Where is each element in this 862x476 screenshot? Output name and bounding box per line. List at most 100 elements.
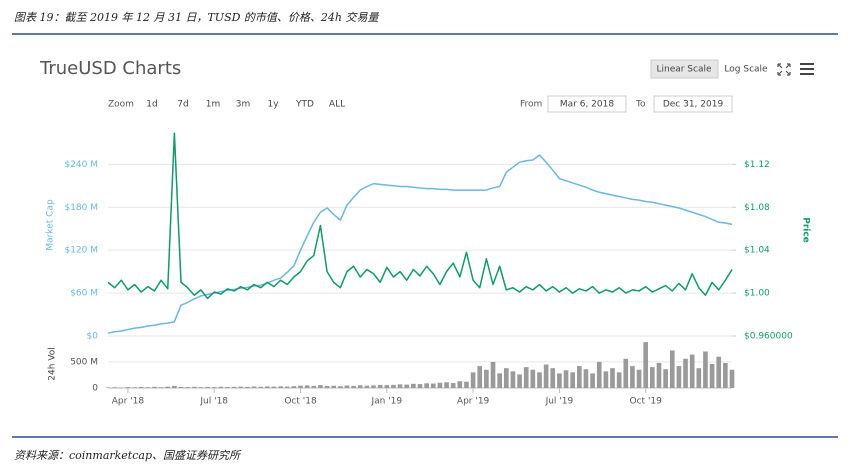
volume-bar	[218, 386, 224, 388]
scale-button-label[interactable]: Log Scale	[724, 65, 768, 75]
volume-bar	[397, 384, 403, 388]
figure-title: 图表 19：截至 2019 年 12 月 31 日，TUSD 的市值、价格、24…	[14, 11, 379, 24]
volume-bar	[271, 386, 277, 388]
zoom-button[interactable]: 3m	[236, 100, 251, 110]
volume-bar	[616, 372, 622, 388]
volume-bar	[351, 385, 356, 388]
volume-bar	[251, 386, 257, 388]
volume-bar	[338, 386, 343, 388]
volume-bar	[311, 385, 317, 388]
y2-tick-label: $1.08	[744, 203, 770, 213]
volume-bar	[417, 384, 423, 388]
y2-tick-label: $0.960000	[744, 332, 793, 342]
volume-bar	[430, 383, 436, 388]
volume-bar	[284, 386, 290, 388]
y3-tick-label: 500 M	[70, 357, 98, 367]
volume-bar	[709, 364, 715, 388]
volume-bar	[457, 381, 463, 388]
volume-bar	[696, 368, 702, 388]
scale-button-label[interactable]: Linear Scale	[656, 65, 712, 75]
fullscreen-icon[interactable]	[777, 63, 791, 76]
volume-bar	[477, 366, 483, 388]
to-value[interactable]: Dec 31, 2019	[663, 100, 724, 110]
volume-bar	[669, 350, 675, 388]
volume-bar	[683, 358, 688, 388]
volume-bar	[557, 373, 562, 388]
x-tick-label: Jan '19	[370, 397, 402, 407]
source-note: 资料来源：coinmarketcap、国盛证券研究所	[14, 449, 242, 462]
volume-bar	[636, 369, 642, 388]
zoom-button[interactable]: YTD	[295, 100, 314, 110]
y3-axis-title: 24h Vol	[48, 347, 58, 380]
y2-axis-title: Price	[801, 217, 811, 243]
y3-tick-label: 0	[92, 384, 98, 394]
volume-bar	[304, 385, 310, 388]
volume-bar	[543, 364, 549, 388]
y-tick-label: $120 M	[64, 246, 98, 256]
volume-bar	[723, 362, 728, 388]
menu-icon[interactable]	[800, 63, 814, 75]
zoom-button[interactable]: ALL	[329, 100, 345, 110]
volume-bar	[118, 387, 124, 388]
y-tick-label: $180 M	[64, 203, 98, 213]
volume-bar	[318, 385, 323, 388]
volume-bar	[517, 374, 522, 388]
chart-title: TrueUSD Charts	[39, 58, 181, 79]
volume-bar	[503, 368, 509, 388]
volume-bar	[191, 386, 197, 388]
volume-bar	[643, 342, 649, 388]
volume-bar	[623, 358, 629, 388]
series-line	[107, 154, 733, 334]
volume-bar	[291, 386, 297, 388]
volume-bar	[523, 367, 529, 388]
volume-bar	[676, 366, 682, 388]
volume-bar	[424, 383, 429, 388]
series-line	[107, 132, 733, 300]
volume-bar	[510, 371, 516, 388]
volume-bar	[663, 369, 668, 388]
volume-bar	[650, 367, 655, 388]
zoom-button[interactable]: 1y	[267, 100, 279, 110]
to-label: To	[635, 100, 646, 110]
x-tick-label: Oct '19	[630, 397, 663, 407]
volume-bar	[138, 386, 144, 388]
volume-bar	[603, 371, 609, 388]
from-label: From	[520, 100, 542, 110]
volume-bar	[344, 385, 350, 388]
volume-bar	[238, 386, 244, 388]
volume-bar	[490, 361, 496, 388]
volume-bar	[245, 386, 250, 388]
zoom-button[interactable]: 7d	[177, 100, 188, 110]
volume-bar	[583, 369, 589, 388]
volume-bar	[630, 366, 635, 388]
volume-bar	[437, 382, 443, 388]
to-input[interactable]	[653, 95, 733, 113]
volume-bar	[716, 356, 722, 388]
volume-bar	[689, 354, 695, 388]
scale-button[interactable]	[650, 59, 719, 79]
zoom-button[interactable]: 1d	[146, 100, 157, 110]
volume-bar	[450, 383, 456, 388]
volume-bar	[357, 385, 363, 388]
volume-bar	[125, 387, 131, 388]
volume-bar	[132, 387, 137, 388]
y2-tick-label: $1.12	[744, 160, 770, 170]
volume-bar	[211, 387, 217, 388]
zoom-button[interactable]: 1m	[206, 100, 221, 110]
volume-bar	[258, 386, 264, 388]
volume-bar	[596, 361, 602, 388]
from-input[interactable]	[547, 95, 627, 113]
volume-bar	[729, 369, 735, 388]
volume-bar	[391, 384, 396, 388]
zoom-label: Zoom	[108, 100, 134, 110]
volume-bar	[537, 372, 542, 388]
volume-bar	[703, 351, 708, 388]
volume-bar	[530, 369, 536, 388]
volume-bar	[444, 382, 449, 388]
volume-bar	[404, 384, 410, 388]
volume-bar	[364, 385, 370, 388]
volume-bar	[470, 372, 476, 388]
from-value[interactable]: Mar 6, 2018	[560, 100, 614, 110]
volume-bar	[484, 369, 489, 388]
